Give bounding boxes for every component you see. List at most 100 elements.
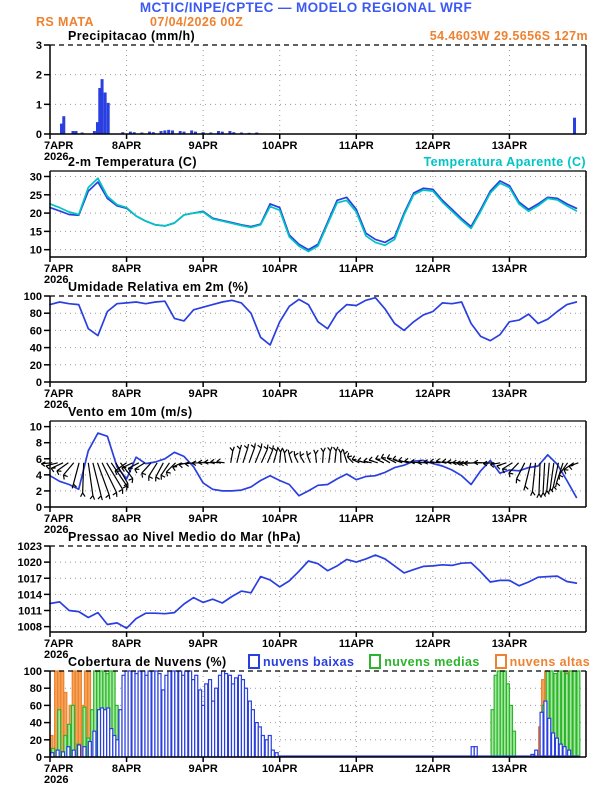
svg-text:20: 20 [30, 735, 42, 747]
svg-text:15: 15 [30, 226, 42, 238]
svg-text:2: 2 [36, 486, 42, 498]
svg-text:8APR: 8APR [112, 763, 141, 775]
panel-title-cloud-cover: Cobertura de Nuvens (%) [68, 655, 227, 669]
svg-text:9APR: 9APR [188, 388, 217, 400]
svg-text:7APR: 7APR [44, 763, 73, 775]
svg-text:6: 6 [36, 454, 42, 466]
svg-text:0: 0 [36, 502, 42, 514]
svg-text:20: 20 [30, 360, 42, 372]
svg-text:3: 3 [36, 40, 42, 52]
svg-text:10APR: 10APR [262, 513, 298, 525]
svg-text:1: 1 [36, 99, 42, 111]
svg-text:7APR: 7APR [44, 140, 73, 152]
cloud-legend: nuvens baixas nuvens medias nuvens altas [238, 654, 590, 674]
page-title: MCTIC/INPE/CPTEC — MODELO REGIONAL WRF [139, 0, 473, 15]
svg-text:11APR: 11APR [339, 763, 374, 775]
svg-text:0: 0 [36, 377, 42, 389]
svg-text:13APR: 13APR [492, 263, 528, 275]
svg-text:0: 0 [36, 752, 42, 764]
run-datetime: 07/04/2026 00Z [150, 15, 244, 29]
svg-text:11APR: 11APR [339, 140, 374, 152]
svg-text:12APR: 12APR [415, 638, 451, 650]
svg-text:7APR: 7APR [44, 513, 73, 525]
svg-text:100: 100 [24, 291, 42, 303]
svg-text:9APR: 9APR [188, 763, 217, 775]
svg-text:10APR: 10APR [262, 763, 298, 775]
svg-text:9APR: 9APR [188, 263, 217, 275]
svg-text:12APR: 12APR [415, 763, 451, 775]
svg-text:10APR: 10APR [262, 388, 298, 400]
svg-text:12APR: 12APR [415, 388, 451, 400]
svg-text:80: 80 [30, 683, 42, 695]
svg-text:13APR: 13APR [492, 763, 528, 775]
svg-text:9APR: 9APR [188, 513, 217, 525]
svg-text:2: 2 [36, 70, 42, 82]
panel-title-pressure: Pressao ao Nivel Medio do Mar (hPa) [68, 530, 301, 544]
svg-text:1020: 1020 [18, 557, 42, 569]
legend-label-nuvens-baixas: nuvens baixas [263, 654, 355, 669]
svg-text:8APR: 8APR [112, 638, 141, 650]
svg-text:11APR: 11APR [339, 638, 374, 650]
svg-text:10: 10 [30, 422, 42, 434]
svg-text:2026: 2026 [44, 151, 68, 163]
svg-text:2026: 2026 [44, 274, 68, 286]
svg-text:40: 40 [30, 343, 42, 355]
svg-text:11APR: 11APR [339, 263, 374, 275]
svg-text:12APR: 12APR [415, 513, 451, 525]
svg-text:13APR: 13APR [492, 638, 528, 650]
svg-text:1011: 1011 [18, 606, 42, 618]
svg-text:1017: 1017 [18, 573, 42, 585]
legend-label-nuvens-medias: nuvens medias [384, 654, 480, 669]
svg-text:7APR: 7APR [44, 638, 73, 650]
svg-text:10APR: 10APR [262, 638, 298, 650]
svg-text:30: 30 [30, 171, 42, 183]
svg-text:8APR: 8APR [112, 140, 141, 152]
svg-text:11APR: 11APR [339, 388, 374, 400]
svg-text:13APR: 13APR [492, 140, 528, 152]
station-name: RS MATA [36, 15, 94, 29]
svg-text:4: 4 [36, 470, 43, 482]
svg-text:1008: 1008 [18, 622, 42, 634]
svg-text:80: 80 [30, 308, 42, 320]
legend-item-nuvens-baixas: nuvens baixas [248, 654, 354, 669]
legend-label-nuvens-altas: nuvens altas [509, 654, 591, 669]
svg-text:10APR: 10APR [262, 263, 298, 275]
svg-text:100: 100 [24, 666, 42, 678]
svg-text:0: 0 [36, 129, 42, 141]
svg-text:25: 25 [30, 190, 42, 202]
nuvens-altas-swatch-icon [494, 654, 507, 669]
panel-title-precipitation: Precipitacao (mm/h) [68, 29, 196, 43]
panel-title-apparent-temperature: Temperatura Aparente (C) [423, 155, 586, 169]
nuvens-baixas-swatch-icon [248, 654, 260, 669]
svg-text:60: 60 [30, 700, 42, 712]
svg-text:60: 60 [30, 325, 42, 337]
svg-text:2026: 2026 [44, 774, 68, 786]
svg-text:13APR: 13APR [492, 513, 528, 525]
svg-text:8: 8 [36, 438, 42, 450]
svg-text:2026: 2026 [44, 524, 68, 536]
svg-text:10APR: 10APR [262, 140, 298, 152]
svg-text:11APR: 11APR [339, 513, 374, 525]
svg-text:9APR: 9APR [188, 638, 217, 650]
svg-text:12APR: 12APR [415, 140, 451, 152]
panel-title-wind: Vento em 10m (m/s) [68, 405, 193, 419]
nuvens-medias-swatch-icon [369, 654, 382, 669]
legend-item-nuvens-medias: nuvens medias [369, 654, 480, 669]
station-coordinates: 54.4603W 29.5656S 127m [429, 29, 588, 43]
panel-title-temperature: 2-m Temperatura (C) [68, 155, 197, 169]
svg-text:12APR: 12APR [415, 263, 451, 275]
svg-text:1023: 1023 [18, 541, 42, 553]
svg-text:2026: 2026 [44, 649, 68, 661]
legend-item-nuvens-altas: nuvens altas [494, 654, 591, 669]
svg-text:8APR: 8APR [112, 388, 141, 400]
svg-text:1014: 1014 [18, 589, 43, 601]
svg-text:8APR: 8APR [112, 263, 141, 275]
panel-title-humidity: Umidade Relativa em 2m (%) [68, 280, 249, 294]
svg-text:2026: 2026 [44, 399, 68, 411]
svg-text:8APR: 8APR [112, 513, 141, 525]
svg-text:10: 10 [30, 245, 42, 257]
svg-text:40: 40 [30, 718, 42, 730]
svg-text:9APR: 9APR [188, 140, 217, 152]
